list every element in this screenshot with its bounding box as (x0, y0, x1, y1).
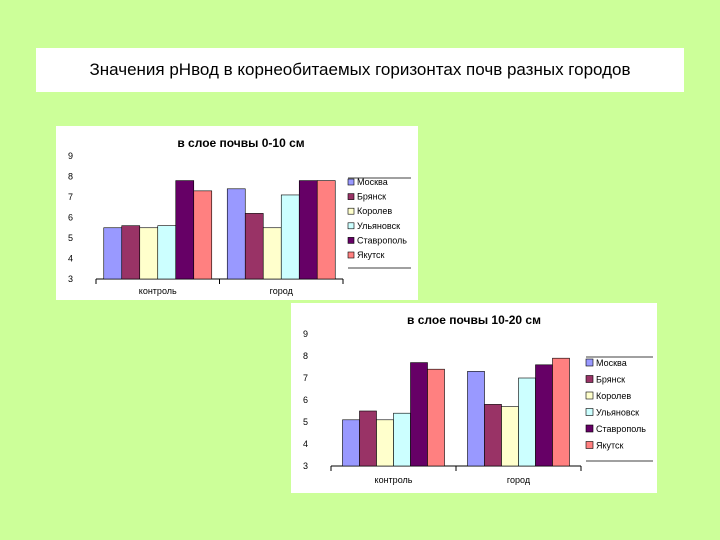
legend-swatch (585, 424, 594, 433)
bar (103, 227, 123, 280)
y-tick-label: 6 (303, 395, 308, 405)
legend-label: Королев (357, 206, 392, 216)
bar (226, 188, 246, 280)
legend-label: Ставрополь (596, 424, 646, 434)
y-tick-label: 8 (303, 351, 308, 361)
x-category-label: город (507, 475, 531, 485)
bar (393, 412, 411, 467)
bar (427, 368, 445, 467)
bar (298, 180, 318, 280)
y-tick-label: 5 (68, 233, 73, 243)
legend-swatch (585, 391, 594, 400)
y-tick-label: 3 (68, 274, 73, 284)
legend-swatch (585, 441, 594, 449)
bar (535, 364, 553, 467)
bar (467, 371, 485, 467)
legend-swatch (347, 222, 355, 230)
legend-swatch (347, 237, 355, 244)
legend-swatch (585, 375, 594, 383)
bar (518, 377, 536, 467)
legend-label: Ульяновск (596, 408, 639, 418)
legend-label: Якутск (357, 250, 385, 260)
legend-label: Королев (596, 391, 631, 401)
chart-0-svg: в слое почвы 0-10 см 3 4 5 6 7 8 9 контроль город… (68, 136, 411, 296)
legend-swatch (347, 178, 355, 186)
bar (280, 194, 300, 280)
chart-10-20cm: в слое почвы 10-20 см 3 4 5 6 7 8 9 контроль горо… (291, 303, 657, 493)
legend-label: Якутск (596, 441, 624, 451)
y-tick-label: 5 (303, 417, 308, 427)
y-tick-label: 8 (68, 172, 73, 182)
bar (342, 419, 360, 467)
x-category-label: контроль (139, 286, 177, 296)
legend-label: Ульяновск (357, 221, 400, 231)
bar (121, 225, 141, 280)
bar (410, 362, 428, 467)
legend-swatch (585, 358, 594, 367)
chart-title: в слое почвы 0-10 см (177, 136, 304, 150)
slide-title: Значения pHвод в корнеобитаемых горизонт… (89, 60, 631, 79)
bar (484, 404, 502, 467)
bar (244, 213, 264, 280)
slide-title-box: Значения pHвод в корнеобитаемых горизонт… (36, 48, 684, 92)
x-category-label: контроль (375, 475, 413, 485)
y-tick-label: 4 (303, 439, 308, 449)
legend-label: Брянск (596, 375, 625, 385)
y-tick-label: 9 (303, 329, 308, 339)
legend-label: Ставрополь (357, 235, 407, 245)
y-tick-label: 9 (68, 151, 73, 161)
chart-1-svg: в слое почвы 10-20 см 3 4 5 6 7 8 9 контроль горо… (303, 313, 653, 485)
bar (552, 357, 570, 467)
bar (376, 419, 394, 467)
chart-title: в слое почвы 10-20 см (407, 313, 541, 327)
legend-swatch (347, 193, 355, 200)
legend-swatch (585, 408, 594, 416)
x-category-label: город (270, 286, 294, 296)
y-tick-label: 3 (303, 461, 308, 471)
bar (175, 180, 195, 280)
bar (139, 227, 159, 280)
bar (359, 410, 377, 467)
bar (501, 406, 519, 467)
bar (157, 225, 177, 280)
legend-label: Москва (357, 177, 388, 187)
y-tick-label: 4 (68, 254, 73, 264)
y-tick-label: 7 (303, 373, 308, 383)
bar (316, 180, 336, 280)
chart-0-10cm: в слое почвы 0-10 см 3 4 5 6 7 8 9 контроль город… (56, 126, 418, 300)
legend-label: Брянск (357, 192, 386, 202)
legend-label: Москва (596, 358, 627, 368)
legend-swatch (347, 207, 355, 215)
bar (262, 227, 282, 280)
bar (193, 190, 213, 280)
y-tick-label: 6 (68, 213, 73, 223)
legend-swatch (347, 251, 355, 259)
y-tick-label: 7 (68, 192, 73, 202)
